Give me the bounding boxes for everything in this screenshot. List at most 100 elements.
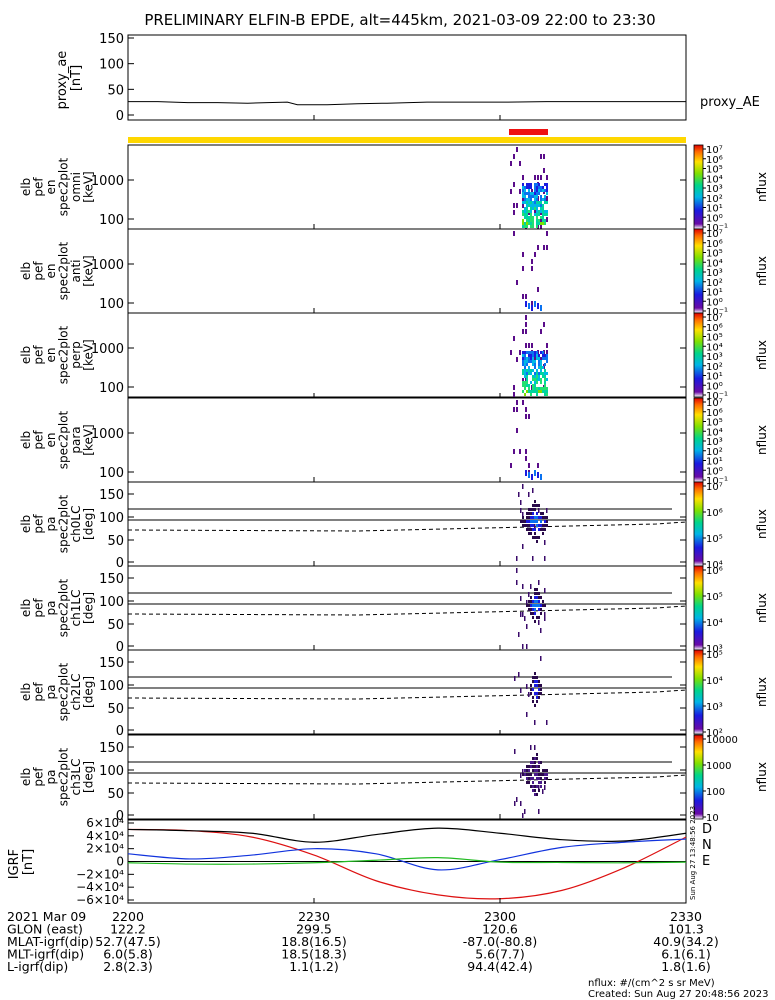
spec-cell [528,769,530,772]
spec-cell [543,322,545,327]
x-row-label: L-igrf(dip) [7,959,68,974]
spec-cell [534,761,536,764]
spec-cell [530,186,532,189]
spec-cell [526,213,528,216]
para-ylabel-part: elb [19,431,33,449]
spec-cell [536,540,538,543]
spec-cell [516,357,518,362]
spec-cell [530,528,532,531]
spec-cell [534,201,536,204]
spec-cell [534,592,536,595]
spec-cell [528,366,530,369]
spec-cell [546,213,548,216]
spec-cell [520,801,522,806]
spec-cell [530,600,532,603]
spec-cell [525,301,527,307]
spec-cell [534,301,536,307]
spec-cell [528,508,530,511]
spec-cell [546,372,548,375]
spec-cell [532,785,534,788]
spec-cell [525,414,527,419]
proxy-ae-legend: proxy_AE [700,95,760,110]
spec-cell [544,781,546,784]
spec-cell [536,773,538,776]
spec-cell [538,809,540,814]
spec-cell [519,449,521,454]
spec-cell [526,765,528,768]
spec-cell [536,785,538,788]
ch2LC-colorbar-title: nflux [755,677,769,707]
anti-colorbar-title: nflux [755,256,769,286]
spec-cell [543,168,545,173]
spec-cell [528,492,530,497]
spectrogram-panels: elbpefenspec2plotomni[keV]100010010⁷10⁶1… [19,144,769,824]
spec-cell [544,528,546,531]
x-tick-value: 6.0(5.8) [103,947,153,962]
spec-cell [542,210,544,213]
spec-cell [524,369,526,372]
para-colorbar-label: 10⁶ [706,408,723,419]
spec-cell [513,449,515,454]
spec-cell [526,390,528,393]
spec-cell [546,777,548,780]
spec-cell [530,381,532,384]
spec-cell [542,354,544,357]
x-row-label: GLON (east) [7,922,83,937]
spec-cell [536,387,538,390]
spec-cell [532,616,534,619]
igrf-tick-label: −6×10⁴ [76,893,124,907]
spec-cell [538,390,540,393]
ch1LC-colorbar-label: 10³ [706,644,723,655]
spec-cell [540,210,542,213]
spec-cell [528,472,530,478]
anti-cells [513,231,548,311]
spec-cell [544,189,546,192]
spec-cell [530,204,532,207]
spec-cell [534,672,536,675]
ch1LC-ylabel-part: elb [19,599,33,617]
spec-cell [520,520,522,523]
spec-cell [530,210,532,213]
spec-cell [540,684,542,687]
spec-cell [542,600,544,603]
spec-cell [534,745,536,750]
spec-cell [525,407,527,412]
spec-cell [538,769,540,772]
spec-cell [544,556,546,561]
para-colorbar-label: 10⁴ [706,427,723,438]
spec-cell [538,592,540,595]
spec-cell [522,222,524,225]
ch0LC-ylabel-part: pa [44,517,58,532]
spec-cell [536,765,538,768]
anti-colorbar-label: 10⁶ [706,239,723,250]
anti-colorbar-label: 10⁰ [706,297,723,308]
spec-cell [524,393,526,396]
spec-cell [536,596,538,599]
anti-colorbar-label: 10² [706,278,723,289]
spec-cell [531,301,533,306]
anti-ylabel-part: elb [19,262,33,280]
spec-cell [534,500,536,503]
spec-cell [532,757,534,760]
spec-cell [534,213,536,216]
spec-cell [525,329,527,334]
spec-cell [528,354,530,357]
spec-cell [544,616,546,621]
spec-cell [530,745,532,750]
ch3LC-ylabel-part: spec2plot [57,747,71,806]
spec-cell [540,222,542,225]
spec-cell [536,520,538,523]
para-tick-label: 100 [99,466,124,481]
spec-cell [524,186,526,189]
ch1LC-frame [127,565,687,651]
spec-cell [544,773,546,776]
ch0LC-colorbar [693,481,704,567]
para-colorbar-label: 10⁵ [706,418,723,429]
spec-cell [522,644,524,649]
ch1LC-tick-label: 150 [99,572,124,587]
spec-cell [514,801,516,806]
spec-cell [536,757,538,760]
spec-cell [546,773,548,776]
spec-cell [516,428,518,433]
omni-ylabel-part: elb [19,178,33,196]
